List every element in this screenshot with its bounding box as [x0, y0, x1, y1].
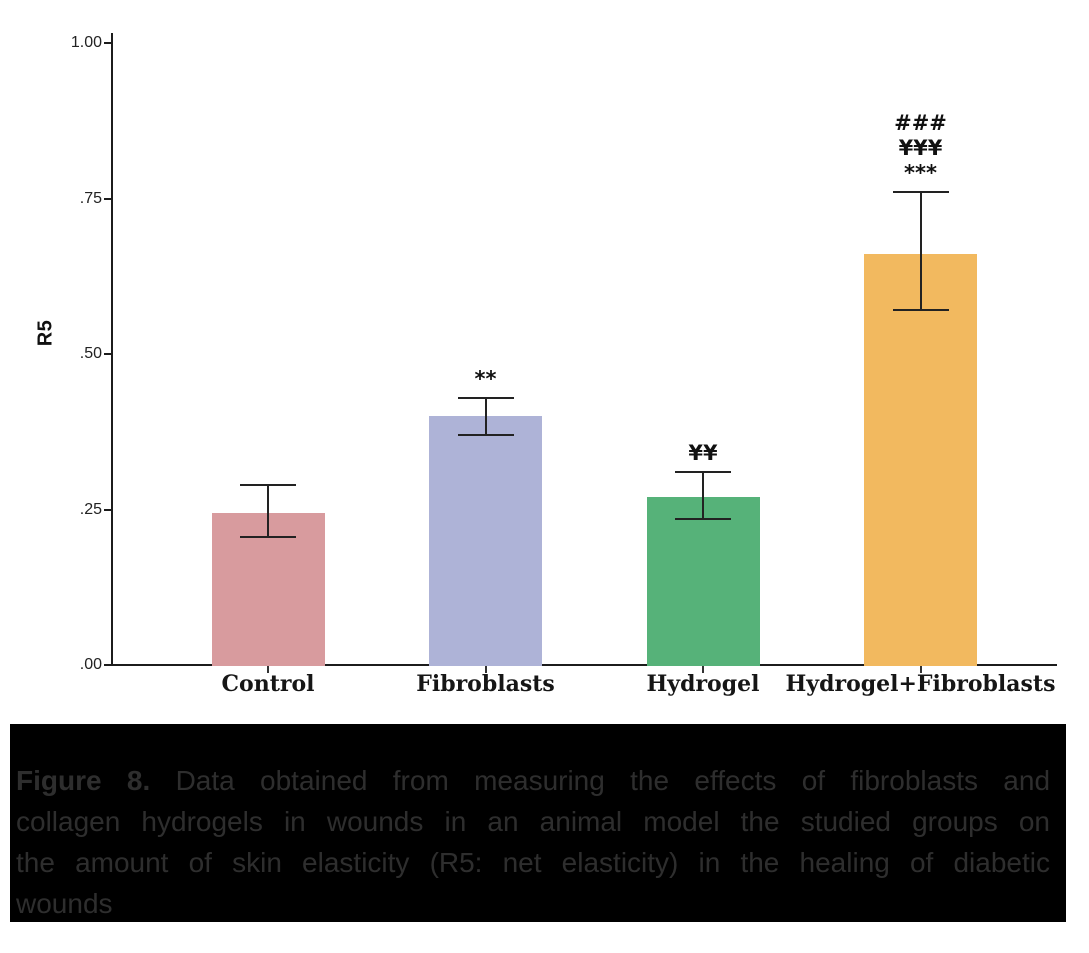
error-bar-cap-upper — [457, 396, 514, 399]
significance-symbol: ** — [474, 366, 497, 391]
bar-fibroblasts — [429, 416, 542, 666]
significance-annotation: ¥¥ — [688, 441, 717, 466]
bar-hydrogel — [646, 497, 760, 666]
caption-figure-number: Figure 8. — [16, 765, 176, 796]
x-axis-label: Hydrogel — [646, 671, 760, 697]
y-axis-tick-label: .50 — [79, 345, 102, 362]
y-axis-tick — [104, 353, 113, 355]
y-axis-tick-label: .75 — [79, 189, 102, 207]
x-axis-label: Hydrogel+Fibroblasts — [785, 671, 1056, 697]
x-axis-tick — [267, 666, 269, 673]
y-axis-line — [111, 33, 113, 666]
y-axis-tick-label: .25 — [79, 500, 102, 518]
y-axis-tick — [104, 664, 113, 666]
error-bar-cap-lower — [457, 433, 514, 436]
error-bar-line — [702, 472, 704, 519]
significance-symbol: ### — [894, 111, 947, 136]
x-axis-tick — [484, 666, 487, 673]
error-bar-cap-upper — [240, 483, 296, 486]
error-bar-cap-lower — [240, 536, 296, 539]
error-bar-cap-lower — [675, 517, 731, 520]
x-axis-label: Control — [221, 671, 315, 697]
caption-line: wounds — [16, 888, 113, 919]
error-bar-cap-upper — [675, 471, 731, 474]
significance-annotation: ** — [475, 367, 497, 392]
error-bar-cap-lower — [892, 309, 949, 312]
bar-hydrogel-fibroblasts — [864, 254, 977, 666]
x-axis-tick — [919, 666, 922, 673]
y-axis-title: R5 — [34, 319, 57, 347]
y-axis-tick-label: .00 — [79, 656, 102, 673]
significance-symbol: ¥¥¥ — [898, 136, 943, 161]
y-axis-tick — [104, 197, 113, 200]
error-bar-cap-upper — [892, 191, 949, 194]
figure-caption: Figure 8. Data obtained from measuring t… — [10, 724, 1066, 922]
y-axis-tick-label: 1.00 — [70, 34, 102, 51]
significance-symbol: *** — [904, 161, 937, 186]
significance-symbol: ¥¥ — [688, 441, 718, 466]
error-bar-line — [919, 192, 922, 311]
y-axis-tick — [104, 42, 113, 44]
y-axis-tick — [104, 508, 113, 511]
x-axis-tick — [702, 666, 704, 673]
caption-line: collagen hydrogels in wounds in an anima… — [16, 806, 1050, 837]
caption-line: Figure 8. Data obtained from measuring t… — [16, 765, 1051, 796]
error-bar-line — [267, 484, 269, 538]
x-axis-line — [111, 664, 1057, 666]
caption-line: the amount of skin elasticity (R5: net e… — [16, 847, 1050, 878]
x-axis-label: Fibroblasts — [416, 671, 555, 697]
significance-annotation: ### ¥¥¥ *** — [894, 111, 947, 186]
error-bar-line — [484, 397, 487, 435]
